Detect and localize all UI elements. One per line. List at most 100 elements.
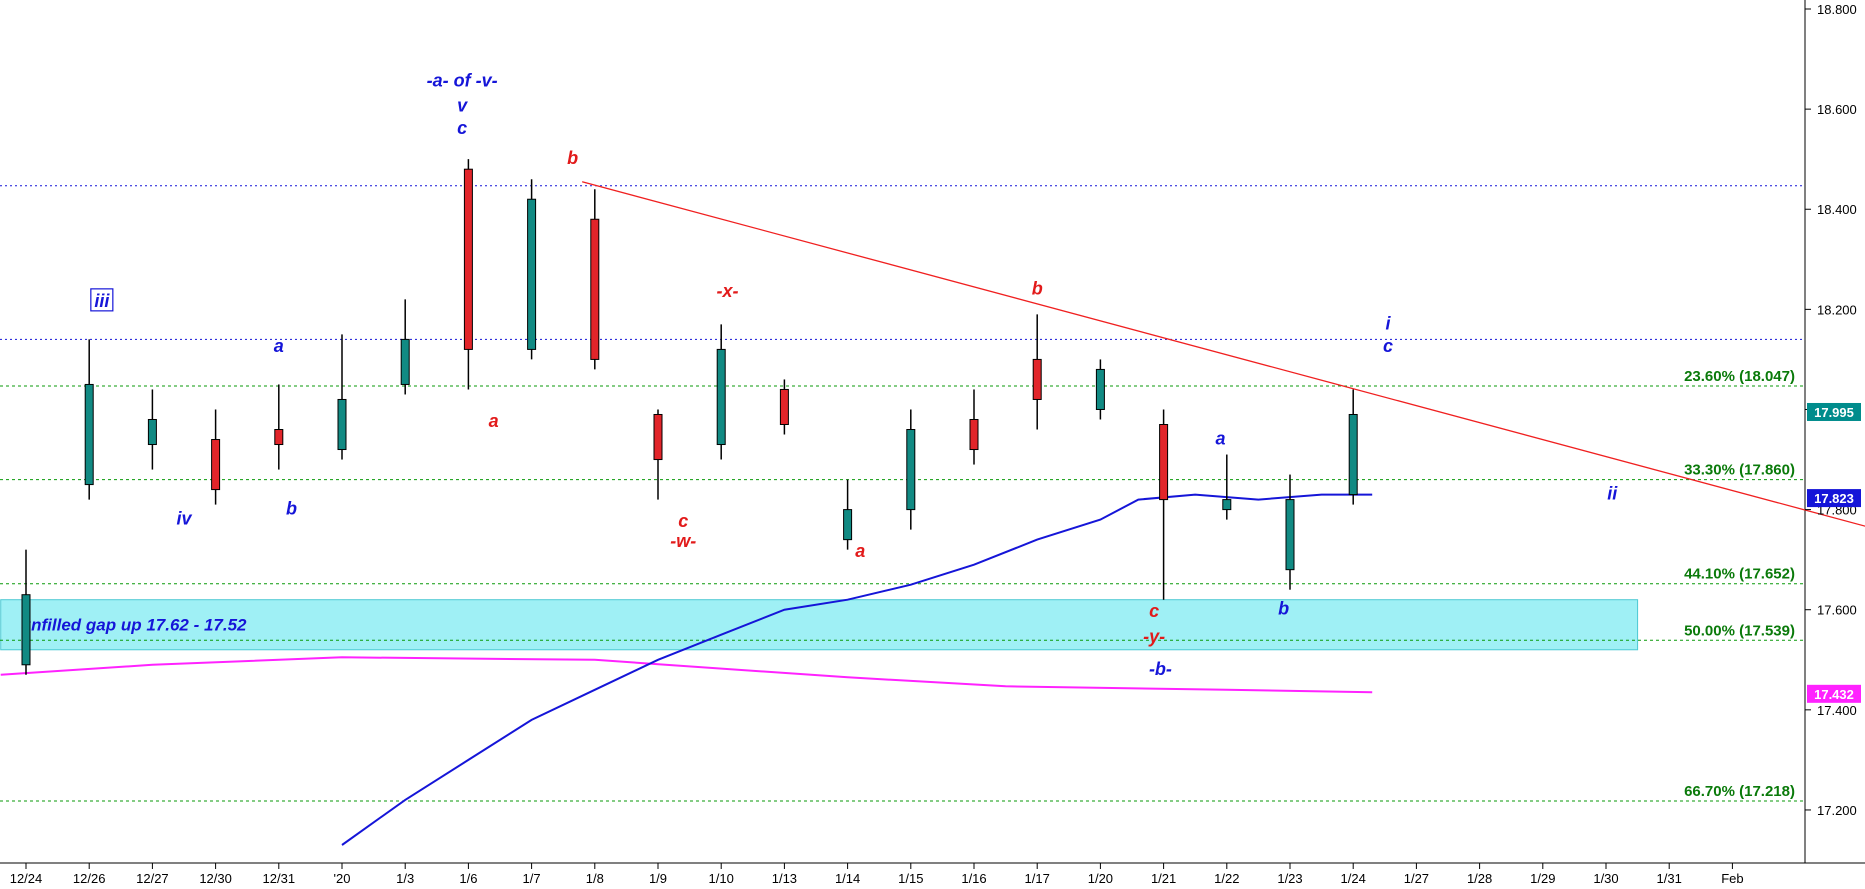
time-axis-label: 1/13 bbox=[772, 871, 797, 886]
wave-label: c bbox=[1149, 601, 1159, 621]
time-axis-label: 12/30 bbox=[199, 871, 232, 886]
wave-label: iii bbox=[94, 291, 110, 311]
time-axis-label: 12/24 bbox=[10, 871, 43, 886]
candle-body bbox=[400, 338, 410, 385]
moving-average-blue bbox=[341, 493, 1373, 846]
price-tags-layer: 17.995 17.823 17.432 bbox=[1807, 402, 1861, 703]
time-axis-label: 1/23 bbox=[1277, 871, 1302, 886]
wave-label: -y- bbox=[1143, 626, 1165, 646]
time-axis-label: 1/8 bbox=[586, 871, 604, 886]
candle-body bbox=[337, 398, 347, 451]
candle-body bbox=[1095, 368, 1105, 410]
price-tag-label: 17.995 bbox=[1814, 405, 1854, 420]
candle-body bbox=[211, 439, 221, 491]
moving-averages-layer bbox=[0, 493, 1373, 846]
time-axis-label: 1/21 bbox=[1151, 871, 1176, 886]
price-tag-label: 17.432 bbox=[1814, 687, 1854, 702]
wave-label-box bbox=[90, 288, 114, 312]
price-axis-label: 18.600 bbox=[1817, 102, 1857, 117]
wave-label: i bbox=[1385, 313, 1391, 333]
wave-label: c bbox=[457, 118, 467, 138]
candle-body bbox=[1348, 413, 1358, 496]
time-axis-label: 1/28 bbox=[1467, 871, 1492, 886]
fib-level-label: 66.70% (17.218) bbox=[1684, 783, 1795, 800]
candle-body bbox=[716, 348, 726, 446]
time-axis-label: 1/27 bbox=[1404, 871, 1429, 886]
candle-body bbox=[147, 418, 157, 446]
price-axis-label: 17.600 bbox=[1817, 603, 1857, 618]
time-axis-label: 1/10 bbox=[709, 871, 734, 886]
candle-body bbox=[779, 388, 789, 426]
time-axis-label: 1/15 bbox=[898, 871, 923, 886]
time-axis-label: 1/3 bbox=[396, 871, 414, 886]
wave-label: iv bbox=[176, 509, 192, 529]
gap-zone-label: unfilled gap up 17.62 - 17.52 bbox=[21, 616, 247, 635]
wave-label: b bbox=[1278, 599, 1289, 619]
wave-label: a bbox=[274, 336, 284, 356]
price-axis-label: 17.200 bbox=[1817, 803, 1857, 818]
time-axis-label: 1/24 bbox=[1341, 871, 1366, 886]
descending-trendline bbox=[581, 181, 1865, 527]
time-axis-label: 1/22 bbox=[1214, 871, 1239, 886]
candle-body bbox=[21, 594, 31, 666]
price-tag-label: 17.823 bbox=[1814, 491, 1854, 506]
wave-label: -a- of -v- bbox=[427, 71, 498, 91]
time-axis-label: 1/9 bbox=[649, 871, 667, 886]
time-axis-label: Feb bbox=[1721, 871, 1743, 886]
time-axis-label: 1/16 bbox=[961, 871, 986, 886]
price-axis-label: 18.400 bbox=[1817, 202, 1857, 217]
candle-body bbox=[274, 429, 284, 446]
candles-layer bbox=[21, 159, 1358, 675]
gap-zone-layer: unfilled gap up 17.62 - 17.52 bbox=[0, 599, 1639, 651]
wave-labels-layer: -a- of -v-vcbiiiaaivb-x-c-w-abac-y--b-bi… bbox=[90, 71, 1618, 679]
candle-body bbox=[1222, 499, 1232, 511]
fib-level-label: 33.30% (17.860) bbox=[1684, 462, 1795, 479]
price-tag bbox=[1807, 684, 1861, 703]
time-axis-label: 1/7 bbox=[523, 871, 541, 886]
wave-label: ii bbox=[1607, 484, 1618, 504]
wave-label: b bbox=[567, 148, 578, 168]
time-axis-label: 1/29 bbox=[1530, 871, 1555, 886]
wave-label: b bbox=[286, 499, 297, 519]
horizontal-levels-layer: 23.60% (18.047) 33.30% (17.860) 44.10% (17… bbox=[0, 185, 1805, 802]
candle-body bbox=[906, 429, 916, 511]
candle-body bbox=[843, 509, 853, 541]
wave-label: -w- bbox=[670, 531, 696, 551]
time-axis-label: 1/14 bbox=[835, 871, 860, 886]
time-axis-label: 12/26 bbox=[73, 871, 106, 886]
candle-body bbox=[590, 218, 600, 360]
fib-level-label: 23.60% (18.047) bbox=[1684, 368, 1795, 385]
time-axis-label: 1/30 bbox=[1593, 871, 1618, 886]
price-axis-label: 18.800 bbox=[1817, 2, 1857, 17]
candle-body bbox=[969, 418, 979, 451]
price-tag bbox=[1807, 402, 1861, 421]
wave-label: v bbox=[457, 96, 468, 116]
wave-label: a bbox=[855, 541, 865, 561]
wave-label: b bbox=[1032, 278, 1043, 298]
candle-body bbox=[1032, 358, 1042, 400]
candle-body bbox=[1159, 424, 1169, 501]
wave-label: c bbox=[678, 511, 688, 531]
trendline-layer bbox=[581, 181, 1865, 527]
time-axis-label: 1/6 bbox=[459, 871, 477, 886]
time-axis-label: 1/31 bbox=[1657, 871, 1682, 886]
price-axis: 18.80018.60018.40018.20018.00017.80017.6… bbox=[1805, 2, 1857, 818]
price-axis-label: 17.400 bbox=[1817, 703, 1857, 718]
fib-level-label: 50.00% (17.539) bbox=[1684, 622, 1795, 639]
wave-label: -x- bbox=[717, 281, 739, 301]
price-tag bbox=[1807, 489, 1861, 508]
candle-body bbox=[463, 168, 473, 350]
time-axis-label: 1/20 bbox=[1088, 871, 1113, 886]
wave-label: c bbox=[1383, 336, 1393, 356]
time-axis-label: '20 bbox=[334, 871, 351, 886]
candle-body bbox=[84, 383, 94, 486]
wave-label: a bbox=[1215, 429, 1225, 449]
time-axis-label: 1/17 bbox=[1025, 871, 1050, 886]
moving-average-magenta bbox=[0, 656, 1373, 694]
wave-label: a bbox=[489, 411, 499, 431]
gap-zone bbox=[0, 599, 1639, 651]
candle-body bbox=[527, 198, 537, 350]
time-axis: 12/24 12/26 12/27 12/30 12/31 '20 1/3 1/6 1/7 1/8… bbox=[10, 863, 1744, 886]
